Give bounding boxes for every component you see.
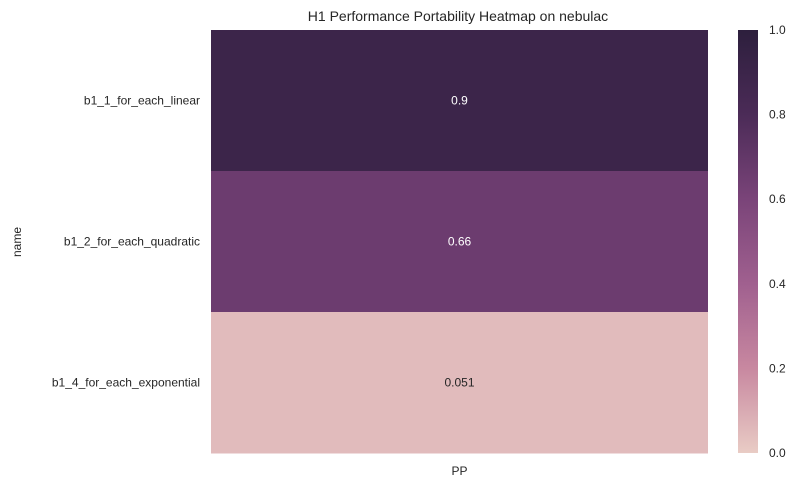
x-tick-labels: PP [451, 464, 467, 478]
y-tick-label: b1_4_for_each_exponential [52, 376, 200, 390]
colorbar [738, 30, 758, 453]
heatmap-cell [211, 30, 708, 172]
y-axis-label: name [10, 227, 24, 257]
cell-value-label: 0.051 [444, 376, 474, 390]
heatmap-cell [211, 171, 708, 313]
colorbar-tick-label: 0.4 [769, 277, 786, 291]
heatmap-cells: 0.9 0.66 0.051 [211, 30, 708, 454]
colorbar-tick-label: 1.0 [769, 23, 786, 37]
colorbar-tick-label: 0.6 [769, 192, 786, 206]
colorbar-tick-label: 0.0 [769, 446, 786, 460]
y-tick-label: b1_1_for_each_linear [84, 94, 200, 108]
cell-value-label: 0.66 [448, 235, 472, 249]
cell-value-label: 0.9 [451, 94, 468, 108]
heatmap-cell [211, 312, 708, 454]
colorbar-tick-label: 0.8 [769, 108, 786, 122]
chart-title: H1 Performance Portability Heatmap on ne… [308, 8, 608, 24]
y-tick-labels: b1_1_for_each_linear b1_2_for_each_quadra… [52, 94, 200, 390]
y-tick-label: b1_2_for_each_quadratic [64, 235, 200, 249]
colorbar-ticks: 0.0 0.2 0.4 0.6 0.8 1.0 [769, 23, 786, 460]
colorbar-tick-label: 0.2 [769, 361, 786, 375]
x-tick-label: PP [451, 464, 467, 478]
